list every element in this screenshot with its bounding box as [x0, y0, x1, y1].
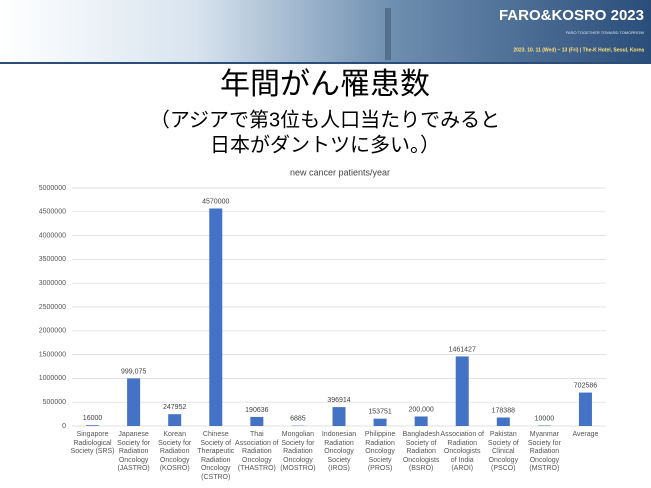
x-tick-label: Indonesian Radiation Oncology Society (I…: [317, 431, 361, 474]
brand: FARO&KOSRO 2023: [499, 7, 644, 24]
bar: [456, 356, 469, 426]
data-label: 999,075: [121, 368, 146, 375]
y-tick-label: 2500000: [39, 304, 66, 311]
chart-title: new cancer patients/year: [290, 167, 390, 177]
y-tick-label: 0: [62, 423, 66, 430]
tower: [385, 8, 391, 60]
bar: [86, 425, 99, 426]
x-tick-label: Singapore Radiological Society (SRS): [71, 431, 115, 457]
slide-title: 年間がん罹患数: [220, 68, 430, 101]
y-tick-label: 1500000: [39, 351, 66, 358]
banner-rule: [0, 62, 651, 64]
x-tick-label: Average: [563, 431, 607, 440]
bar: [127, 378, 140, 426]
event-info: 2023. 10. 11 (Wed) ~ 13 (Fri) | The-K Ho…: [513, 47, 644, 53]
x-tick-label: Korean Society for Radiation Oncology (K…: [153, 431, 197, 474]
x-tick-label: Thai Association of Radiation Oncology (…: [235, 431, 279, 474]
bar: [250, 417, 263, 426]
slide: FARO&KOSRO 2023 FARO TOGETHER TOWARD TOM…: [0, 0, 651, 488]
x-tick-label: Association of Radiation Oncologists of …: [440, 431, 484, 474]
y-tick-label: 3000000: [39, 280, 66, 287]
tagline: FARO TOGETHER TOWARD TOMORROW: [566, 30, 645, 35]
y-tick-label: 4000000: [39, 232, 66, 239]
y-tick-label: 1000000: [39, 375, 66, 382]
x-tick-label: Philippine Radiation Oncology Society (P…: [358, 431, 402, 474]
slide-subtitle: 日本がダントツに多い。）: [210, 133, 440, 156]
data-label: 16000: [83, 415, 103, 422]
bar: [497, 418, 510, 426]
data-label: 190636: [245, 407, 268, 414]
data-label: 247952: [163, 404, 186, 411]
bar: [209, 208, 222, 426]
data-label: 178388: [492, 407, 515, 414]
chart: FARO&KOSRO 2023 FARO TOGETHER TOWARD TOM…: [0, 0, 651, 488]
data-label: 4570000: [202, 198, 229, 205]
bar: [374, 419, 387, 426]
slide-subtitle: （アジアで第3位も人口当たりでみると: [150, 108, 500, 131]
bar: [333, 407, 346, 426]
x-tick-label: Myanmar Society for Radiation Oncology (…: [522, 431, 566, 474]
y-tick-label: 5000000: [39, 185, 66, 192]
bar: [579, 393, 592, 426]
y-tick-label: 4500000: [39, 209, 66, 216]
data-label: 10000: [535, 415, 555, 422]
y-tick-label: 500000: [43, 399, 66, 406]
x-tick-label: Pakistan Society of Clinical Oncology (P…: [481, 431, 525, 474]
x-tick-label: Japanese Society for Radiation Oncology …: [112, 431, 156, 474]
x-tick-label: Chinese Society of Therapeutic Radiation…: [194, 431, 238, 482]
y-tick-label: 3500000: [39, 256, 66, 263]
y-tick-label: 2000000: [39, 328, 66, 335]
data-label: 702586: [574, 382, 597, 389]
data-label: 6885: [290, 416, 306, 423]
bar: [168, 414, 181, 426]
data-label: 200,000: [408, 406, 433, 413]
x-tick-label: Bangladesh Society of Radiation Oncologi…: [399, 431, 443, 474]
bar: [415, 416, 428, 426]
data-label: 1461427: [449, 346, 476, 353]
data-label: 153751: [368, 409, 391, 416]
data-label: 396914: [327, 397, 350, 404]
x-tick-label: Mongolian Society for Radiation Oncology…: [276, 431, 320, 474]
